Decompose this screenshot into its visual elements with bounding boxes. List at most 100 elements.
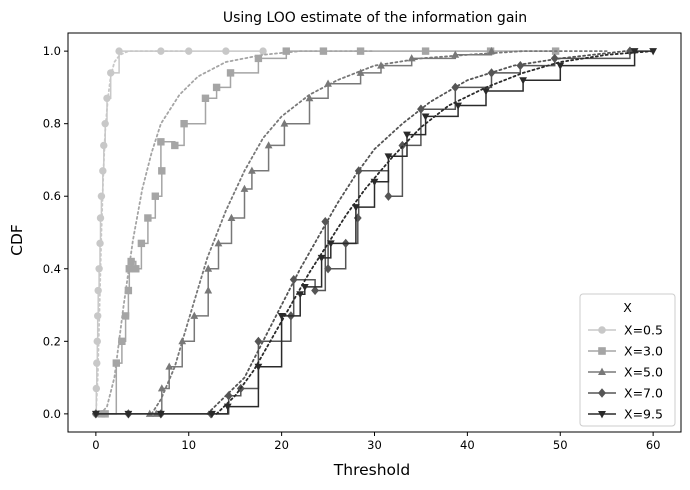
- data-point: [92, 384, 101, 393]
- legend-item: X=0.5: [588, 323, 663, 338]
- data-point: [248, 166, 256, 174]
- data-point: [103, 94, 111, 102]
- data-point: [115, 47, 123, 55]
- data-point: [96, 214, 105, 222]
- data-point: [280, 119, 289, 127]
- data-point: [326, 240, 335, 248]
- fitted-curve: [150, 50, 608, 415]
- data-point: [403, 131, 411, 139]
- data-point: [124, 410, 133, 419]
- legend-item: X=3.0: [588, 344, 663, 359]
- y-tick-label: 0.6: [43, 189, 61, 203]
- series-X=7.0: [91, 46, 634, 419]
- data-point: [353, 213, 362, 223]
- data-point: [121, 312, 130, 320]
- data-point: [487, 68, 496, 78]
- legend-marker: [598, 326, 606, 334]
- data-point: [165, 362, 174, 370]
- legend-marker: [598, 367, 606, 376]
- legend-label: X=5.0: [624, 365, 663, 380]
- data-point: [144, 214, 152, 222]
- data-point: [208, 410, 216, 419]
- legend-item: X=7.0: [588, 386, 663, 401]
- legend-label: X=7.0: [624, 386, 663, 401]
- data-point: [451, 82, 460, 93]
- data-point: [311, 285, 319, 296]
- data-point: [96, 239, 104, 248]
- data-point: [212, 83, 221, 92]
- axes: 0 10 20 30 40 50 60 0.0 0.2 0.4 0.6 0.8 1.0: [43, 32, 682, 452]
- data-point: [226, 69, 235, 77]
- data-point: [254, 363, 263, 371]
- data-point: [417, 104, 425, 114]
- data-point: [178, 337, 187, 345]
- empirical-step-line: [95, 50, 263, 415]
- data-point: [296, 291, 305, 299]
- legend-label: X=0.5: [624, 323, 663, 338]
- y-tick-label: 0.0: [43, 407, 61, 421]
- data-point: [482, 88, 490, 96]
- data-point: [550, 53, 559, 64]
- data-point: [407, 54, 416, 62]
- data-point: [158, 167, 166, 175]
- data-point: [451, 50, 460, 58]
- legend-marker: [598, 410, 606, 419]
- legend-item: X=9.5: [588, 407, 663, 422]
- data-point: [93, 337, 101, 346]
- x-tick-label: 10: [181, 438, 196, 452]
- data-point: [421, 113, 430, 121]
- data-point: [157, 138, 165, 146]
- data-point: [398, 140, 407, 151]
- data-point: [124, 286, 133, 295]
- data-point: [324, 264, 332, 274]
- legend: X X=0.5 X=3.0 X=5.0 X=7.0 X=9.5: [579, 293, 676, 427]
- data-point: [156, 410, 165, 419]
- fitted-curve: [93, 50, 190, 415]
- data-point: [100, 141, 108, 150]
- data-point: [556, 62, 565, 70]
- y-tick-label: 0.2: [43, 334, 61, 348]
- data-point: [324, 79, 332, 87]
- data-point: [300, 283, 309, 292]
- data-point: [264, 141, 273, 149]
- data-point: [352, 204, 360, 212]
- data-point: [99, 167, 107, 175]
- data-point: [94, 312, 102, 320]
- data-point: [137, 239, 146, 248]
- data-point: [354, 166, 363, 176]
- data-point: [91, 410, 100, 419]
- data-point: [454, 102, 462, 110]
- data-point: [319, 47, 328, 55]
- data-point: [223, 403, 232, 411]
- y-tick-label: 0.4: [43, 262, 61, 276]
- data-point: [305, 94, 314, 102]
- data-point: [204, 264, 213, 272]
- legend-label: X=9.5: [624, 407, 663, 422]
- data-point: [356, 68, 365, 76]
- x-tick-label: 20: [274, 438, 289, 452]
- chart-title: Using LOO estimate of the information ga…: [223, 10, 527, 26]
- data-point: [254, 54, 263, 63]
- legend-title: X: [623, 300, 632, 315]
- data-point: [127, 257, 135, 266]
- data-point: [259, 47, 267, 55]
- x-tick-label: 0: [92, 438, 99, 452]
- data-point: [649, 48, 658, 56]
- data-point: [201, 94, 210, 102]
- empirical-step-line: [95, 50, 654, 415]
- data-point: [107, 69, 115, 77]
- data-point: [321, 216, 330, 227]
- data-point: [151, 192, 160, 200]
- data-point: [185, 47, 193, 55]
- data-point: [132, 265, 140, 273]
- data-point: [630, 48, 639, 56]
- data-point: [112, 359, 120, 367]
- data-point: [180, 119, 188, 128]
- data-point: [421, 47, 430, 55]
- data-point: [370, 178, 379, 186]
- data-point: [101, 119, 109, 128]
- data-point: [240, 184, 249, 192]
- data-point: [157, 47, 165, 55]
- data-point: [377, 61, 385, 69]
- data-point: [125, 265, 133, 273]
